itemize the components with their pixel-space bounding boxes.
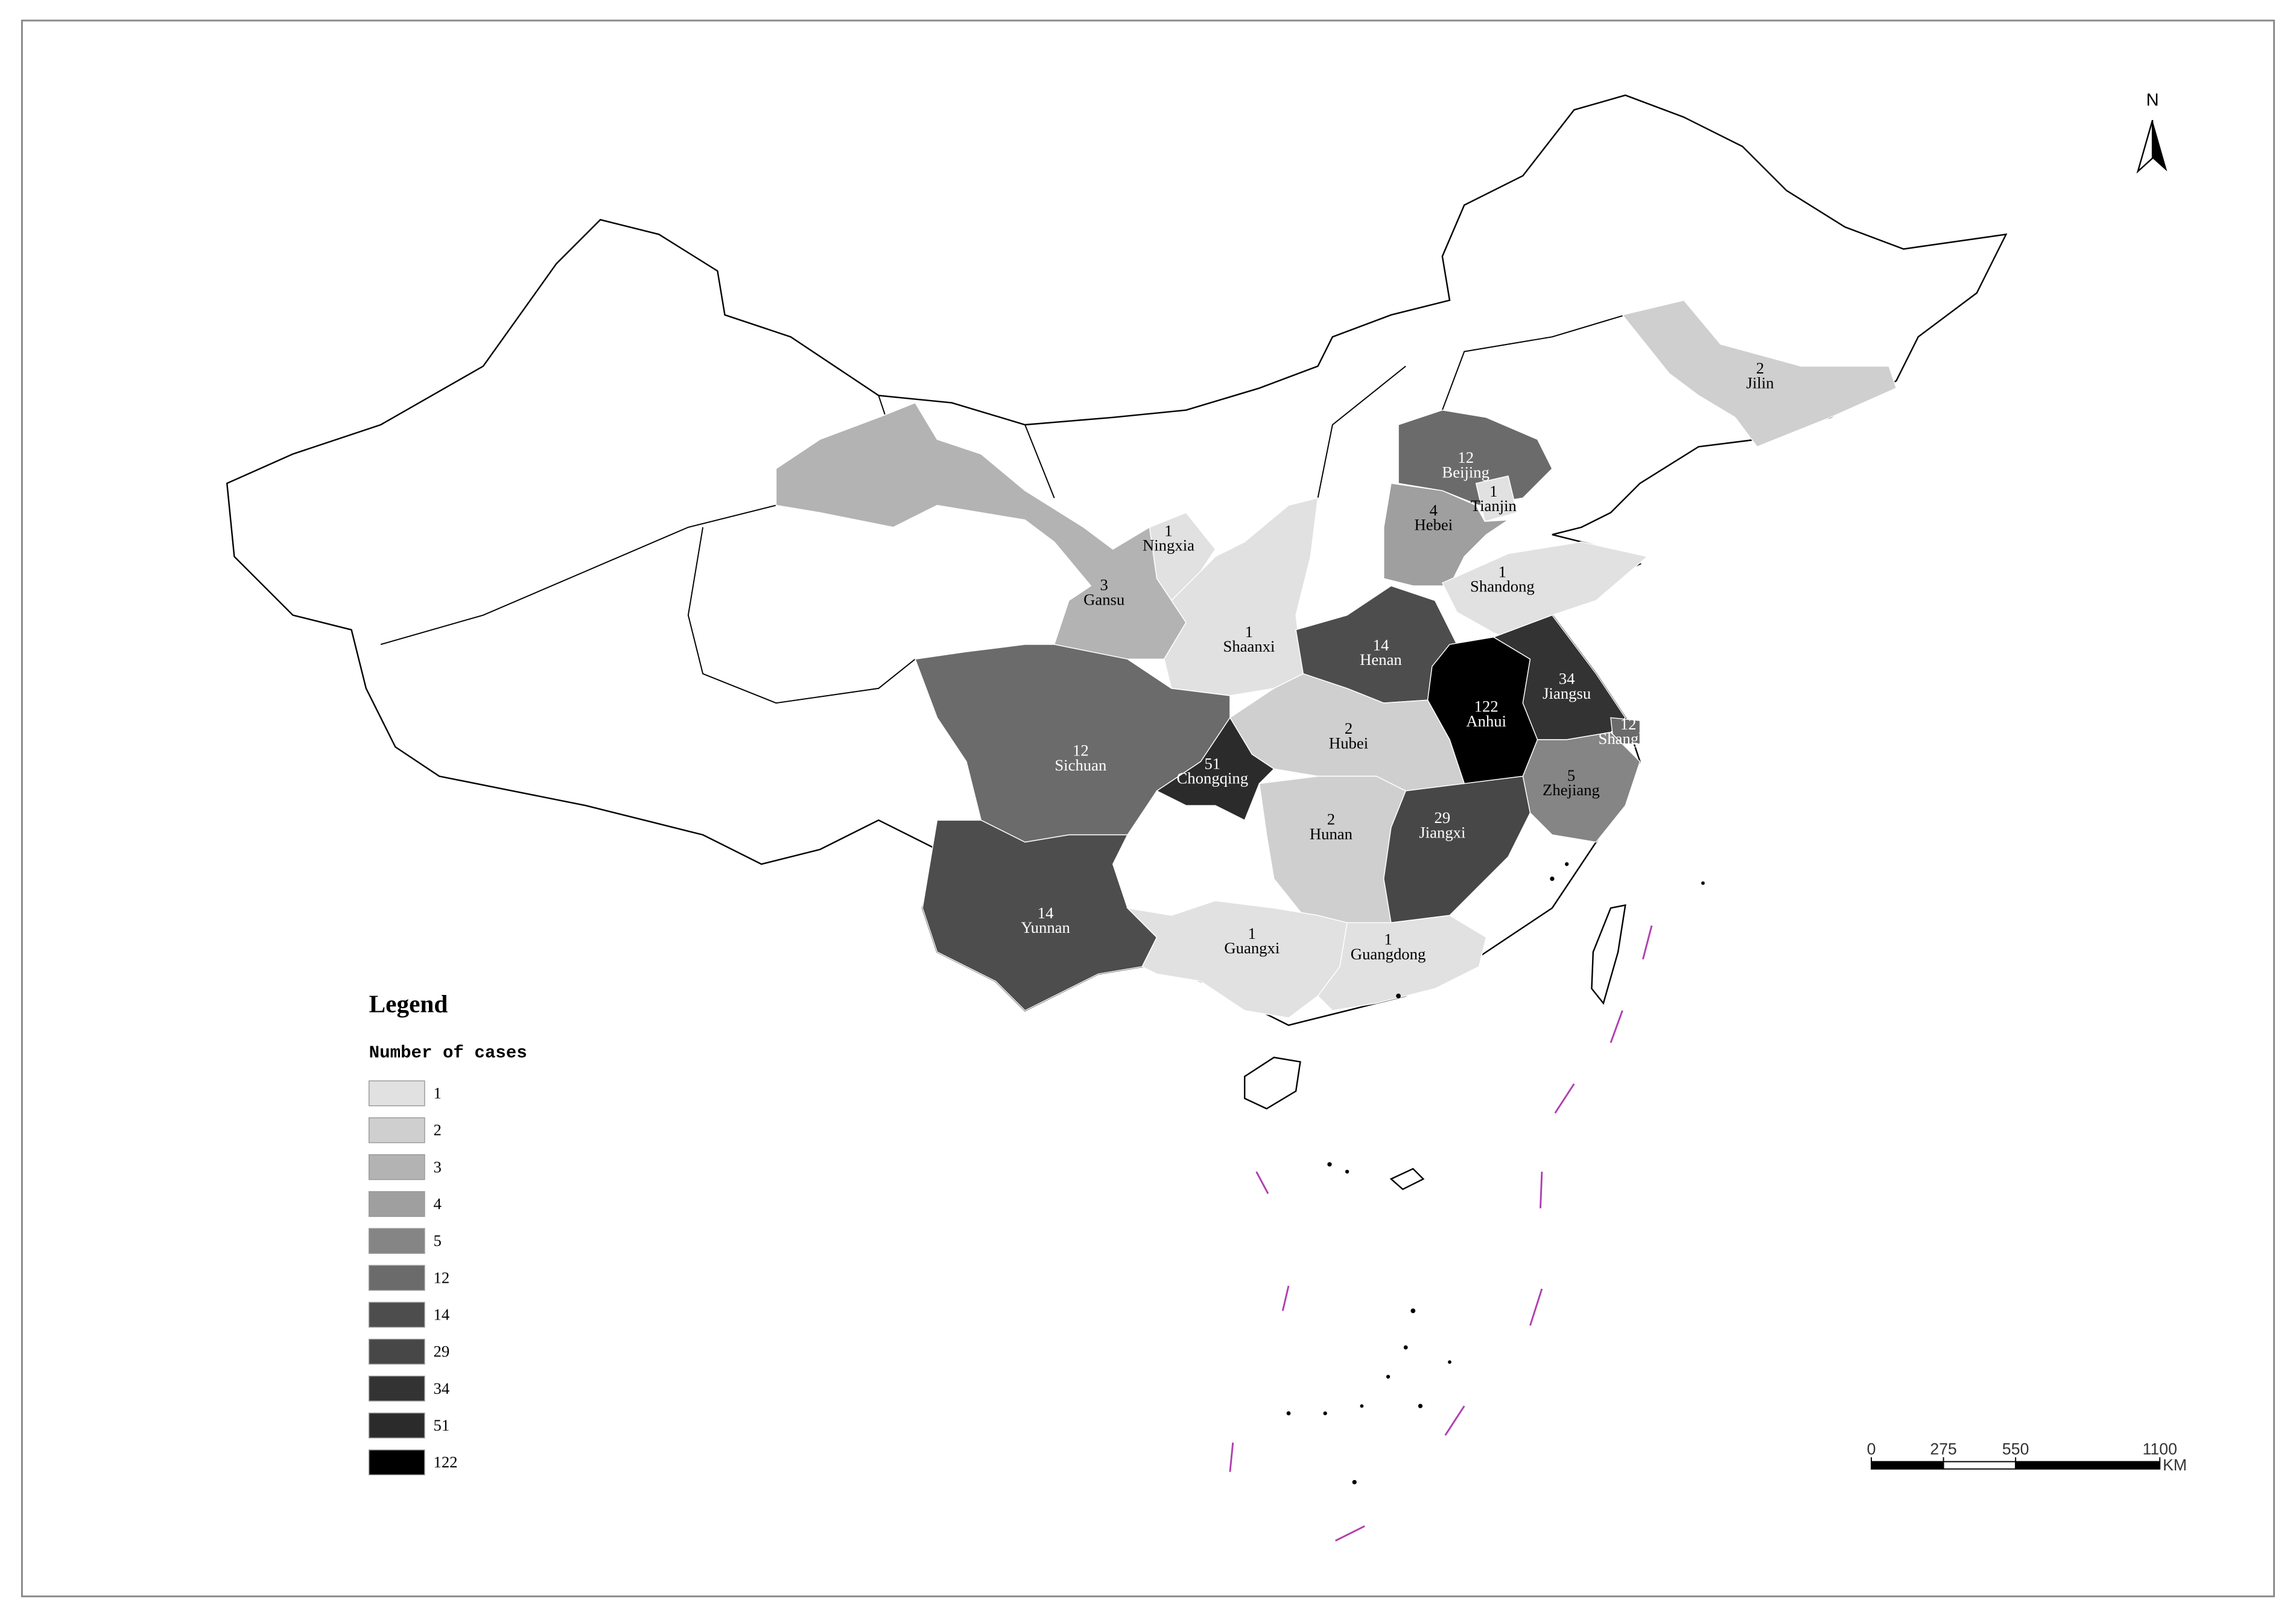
province-name: Zhejiang	[1543, 781, 1600, 799]
legend-swatch	[368, 1080, 425, 1107]
province-cases: 2	[1756, 359, 1764, 377]
province-cases: 1	[1248, 924, 1256, 942]
province-cases: 29	[1435, 809, 1451, 827]
legend-swatch	[368, 1449, 425, 1476]
scale-label: 1100	[2143, 1440, 2177, 1458]
legend-title: Legend	[369, 990, 448, 1017]
legend-swatch	[368, 1265, 425, 1291]
province-name: Yunnan	[1021, 918, 1070, 936]
province-name: Shanghai	[1598, 729, 1658, 748]
scale-unit: KM	[2163, 1456, 2187, 1474]
province	[1317, 915, 1487, 1011]
province-name: Hebei	[1414, 516, 1453, 534]
province-cases: 14	[1373, 636, 1389, 654]
regions	[775, 299, 1897, 1018]
legend-label: 51	[433, 1416, 449, 1434]
legend-label: 4	[433, 1195, 441, 1213]
north-label: N	[2146, 91, 2159, 110]
legend-swatch	[368, 1301, 425, 1328]
province-cases: 5	[1567, 766, 1575, 784]
province	[1156, 717, 1275, 821]
province	[1622, 299, 1897, 448]
province	[1383, 483, 1510, 586]
province-cases: 1	[1498, 562, 1506, 580]
legend-label: 2	[433, 1121, 441, 1139]
province	[1398, 409, 1553, 506]
province-cases: 4	[1430, 501, 1438, 519]
province	[1383, 775, 1531, 924]
legend-label: 122	[433, 1453, 457, 1471]
province-cases: 12	[1457, 448, 1474, 466]
province-name: Sichuan	[1054, 756, 1106, 774]
legend-label: 29	[433, 1342, 449, 1361]
province-name: Ningxia	[1143, 536, 1194, 554]
taiwan	[1591, 904, 1626, 1005]
scale-label: 550	[2002, 1440, 2029, 1458]
province-cases: 1	[1164, 521, 1172, 539]
scale-segment	[2015, 1461, 2161, 1470]
legend-swatch	[368, 1338, 425, 1365]
arrow-right	[2152, 120, 2168, 172]
province-name: Shaanxi	[1223, 637, 1275, 655]
province	[1522, 731, 1641, 843]
province-name: Hubei	[1329, 734, 1368, 752]
province-name: Gansu	[1083, 591, 1124, 609]
scale-label: 0	[1867, 1440, 1876, 1458]
legend-swatch	[368, 1154, 425, 1180]
legend-label: 5	[433, 1231, 441, 1250]
province-cases: 1	[1384, 930, 1392, 948]
province-cases: 14	[1038, 904, 1054, 922]
province-cases: 12	[1620, 715, 1637, 733]
legend-label: 14	[433, 1306, 449, 1324]
province	[1229, 673, 1465, 792]
province-name: Guangdong	[1351, 945, 1426, 963]
province-name: Guangxi	[1224, 939, 1280, 957]
province	[1475, 475, 1518, 523]
province-name: Jiangxi	[1419, 823, 1465, 841]
legend-swatch	[368, 1191, 425, 1217]
south-sea-islets	[1286, 862, 1705, 1485]
province-name: Jiangsu	[1543, 684, 1591, 702]
province	[1441, 541, 1649, 645]
legend-swatch	[368, 1412, 425, 1438]
province-name: Jilin	[1746, 373, 1774, 392]
scale-label: 275	[1930, 1440, 1957, 1458]
province-cases: 1	[1245, 623, 1253, 641]
legend-label: 3	[433, 1158, 441, 1176]
legend-swatch	[368, 1376, 425, 1402]
province-name: Tianjin	[1471, 497, 1517, 515]
province-cases: 122	[1474, 697, 1498, 716]
province-cases: 2	[1345, 719, 1353, 737]
scale-segment	[1942, 1461, 2017, 1470]
legend-label: 12	[433, 1268, 449, 1286]
province-cases: 3	[1100, 576, 1108, 594]
province-name: Henan	[1360, 650, 1402, 669]
province-cases: 34	[1559, 670, 1575, 688]
nine-dash-line	[1229, 925, 1653, 1542]
province-name: Anhui	[1466, 712, 1506, 730]
province-cases: 2	[1327, 810, 1335, 828]
region-labels: 2Jilin12Beijing1Tianjin4Hebei1Shandong1N…	[1021, 359, 1774, 963]
legend-label: 34	[433, 1379, 449, 1397]
legend-subtitle: Number of cases	[369, 1043, 527, 1063]
province-name: Hunan	[1310, 825, 1353, 843]
legend-swatch	[368, 1228, 425, 1254]
province-name: Chongqing	[1176, 769, 1248, 787]
legend-label: 1	[433, 1084, 441, 1102]
province-name: Shandong	[1470, 577, 1535, 596]
province-cases: 12	[1073, 742, 1089, 760]
island	[1389, 1168, 1425, 1190]
province-cases: 1	[1489, 482, 1497, 500]
hainan	[1243, 1056, 1301, 1110]
legend-swatch	[368, 1117, 425, 1143]
north-arrow: N	[2136, 91, 2168, 174]
province-name: Beijing	[1442, 463, 1489, 481]
province-cases: 51	[1204, 754, 1220, 772]
scale-segment	[1871, 1461, 1944, 1470]
